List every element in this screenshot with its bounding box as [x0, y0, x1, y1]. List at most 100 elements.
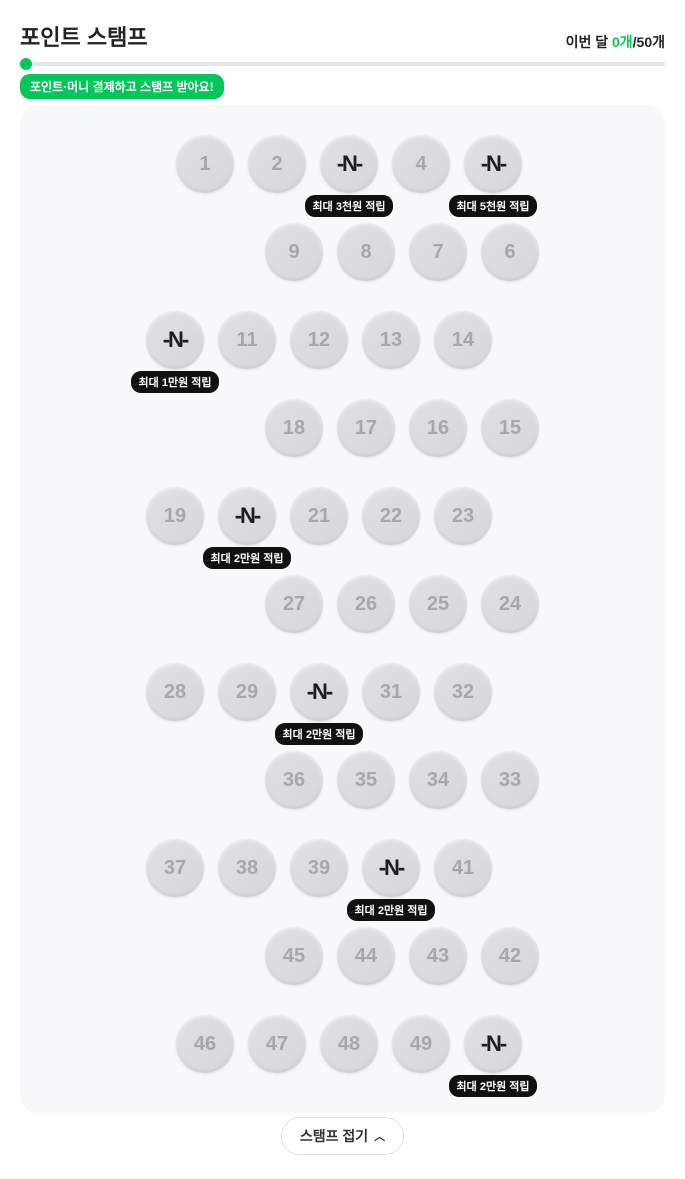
stamp-cell: -N-최대 5천원 적립	[464, 135, 522, 193]
reward-badge: 최대 2만원 적립	[275, 723, 364, 745]
stamp-board: 12-N-최대 3천원 적립4-N-최대 5천원 적립9876-N-최대 1만원…	[20, 105, 665, 1113]
stamp-2: 2	[248, 135, 306, 193]
stamp-cell: 48	[320, 1015, 378, 1073]
stamp-cell: 11	[218, 311, 276, 369]
collapse-label: 스탬프 접기	[300, 1126, 368, 1146]
stamp-cell: 32	[434, 663, 492, 721]
stamp-cell: 27	[265, 575, 323, 633]
progress-prefix: 이번 달	[566, 34, 612, 50]
stamp-cell: 14	[434, 311, 492, 369]
stamp-cell: -N-최대 2만원 적립	[290, 663, 348, 721]
stamp-row: 36353433	[56, 751, 629, 809]
reward-stamp: -N-	[464, 1015, 522, 1073]
progress-bar	[20, 62, 665, 66]
stamp-47: 47	[248, 1015, 306, 1073]
n-logo-icon: -N-	[481, 151, 506, 177]
stamp-row: 19-N-최대 2만원 적립212223	[56, 487, 629, 545]
stamp-38: 38	[218, 839, 276, 897]
progress-text: 이번 달 0개/50개	[566, 32, 665, 52]
stamp-14: 14	[434, 311, 492, 369]
stamp-46: 46	[176, 1015, 234, 1073]
stamp-cell: -N-최대 2만원 적립	[218, 487, 276, 545]
n-logo-icon: -N-	[163, 327, 188, 353]
stamp-cell: 36	[265, 751, 323, 809]
stamp-cell: 24	[481, 575, 539, 633]
stamp-31: 31	[362, 663, 420, 721]
stamp-13: 13	[362, 311, 420, 369]
stamp-row: 27262524	[56, 575, 629, 633]
stamp-cell: 39	[290, 839, 348, 897]
reward-stamp: -N-	[464, 135, 522, 193]
stamp-7: 7	[409, 223, 467, 281]
stamp-6: 6	[481, 223, 539, 281]
stamp-4: 4	[392, 135, 450, 193]
stamp-cell: 19	[146, 487, 204, 545]
stamp-41: 41	[434, 839, 492, 897]
n-logo-icon: -N-	[307, 679, 332, 705]
stamp-cell: 38	[218, 839, 276, 897]
reward-stamp: -N-	[146, 311, 204, 369]
reward-badge: 최대 5천원 적립	[449, 195, 538, 217]
n-logo-icon: -N-	[337, 151, 362, 177]
stamp-cell: 49	[392, 1015, 450, 1073]
stamp-44: 44	[337, 927, 395, 985]
stamp-35: 35	[337, 751, 395, 809]
stamp-row: 9876	[56, 223, 629, 281]
stamp-cell: 13	[362, 311, 420, 369]
stamp-12: 12	[290, 311, 348, 369]
n-logo-icon: -N-	[379, 855, 404, 881]
reward-stamp: -N-	[320, 135, 378, 193]
stamp-row: -N-최대 1만원 적립11121314	[56, 311, 629, 369]
stamp-cell: 2	[248, 135, 306, 193]
reward-stamp: -N-	[362, 839, 420, 897]
stamp-36: 36	[265, 751, 323, 809]
stamp-18: 18	[265, 399, 323, 457]
stamp-cell: 42	[481, 927, 539, 985]
stamp-19: 19	[146, 487, 204, 545]
stamp-28: 28	[146, 663, 204, 721]
stamp-39: 39	[290, 839, 348, 897]
stamp-cell: 18	[265, 399, 323, 457]
stamp-45: 45	[265, 927, 323, 985]
collapse-button[interactable]: 스탬프 접기 ︿	[281, 1117, 404, 1155]
stamp-cell: 28	[146, 663, 204, 721]
stamp-cell: 23	[434, 487, 492, 545]
stamp-49: 49	[392, 1015, 450, 1073]
stamp-24: 24	[481, 575, 539, 633]
stamp-cell: 21	[290, 487, 348, 545]
stamp-16: 16	[409, 399, 467, 457]
stamp-cell: 7	[409, 223, 467, 281]
tip-badge: 포인트·머니 결제하고 스탬프 받아요!	[20, 74, 224, 99]
reward-badge: 최대 3천원 적립	[305, 195, 394, 217]
stamp-row: 373839-N-최대 2만원 적립41	[56, 839, 629, 897]
stamp-cell: 8	[337, 223, 395, 281]
stamp-1: 1	[176, 135, 234, 193]
reward-badge: 최대 2만원 적립	[449, 1075, 538, 1097]
stamp-cell: 37	[146, 839, 204, 897]
stamp-cell: -N-최대 2만원 적립	[464, 1015, 522, 1073]
stamp-cell: -N-최대 1만원 적립	[146, 311, 204, 369]
stamp-cell: 4	[392, 135, 450, 193]
stamp-cell: 45	[265, 927, 323, 985]
progress-dot-icon	[20, 58, 32, 70]
stamp-cell: 17	[337, 399, 395, 457]
progress-count: 0개	[612, 34, 633, 50]
stamp-cell: 33	[481, 751, 539, 809]
stamp-15: 15	[481, 399, 539, 457]
stamp-row: 46474849-N-최대 2만원 적립	[56, 1015, 629, 1073]
header: 포인트 스탬프 이번 달 0개/50개	[20, 20, 665, 52]
stamp-9: 9	[265, 223, 323, 281]
stamp-row: 18171615	[56, 399, 629, 457]
stamp-34: 34	[409, 751, 467, 809]
stamp-cell: 29	[218, 663, 276, 721]
stamp-cell: 35	[337, 751, 395, 809]
stamp-cell: 22	[362, 487, 420, 545]
reward-stamp: -N-	[290, 663, 348, 721]
stamp-29: 29	[218, 663, 276, 721]
stamp-21: 21	[290, 487, 348, 545]
stamp-27: 27	[265, 575, 323, 633]
page-title: 포인트 스탬프	[20, 20, 148, 52]
stamp-cell: -N-최대 2만원 적립	[362, 839, 420, 897]
stamp-32: 32	[434, 663, 492, 721]
stamp-cell: 25	[409, 575, 467, 633]
